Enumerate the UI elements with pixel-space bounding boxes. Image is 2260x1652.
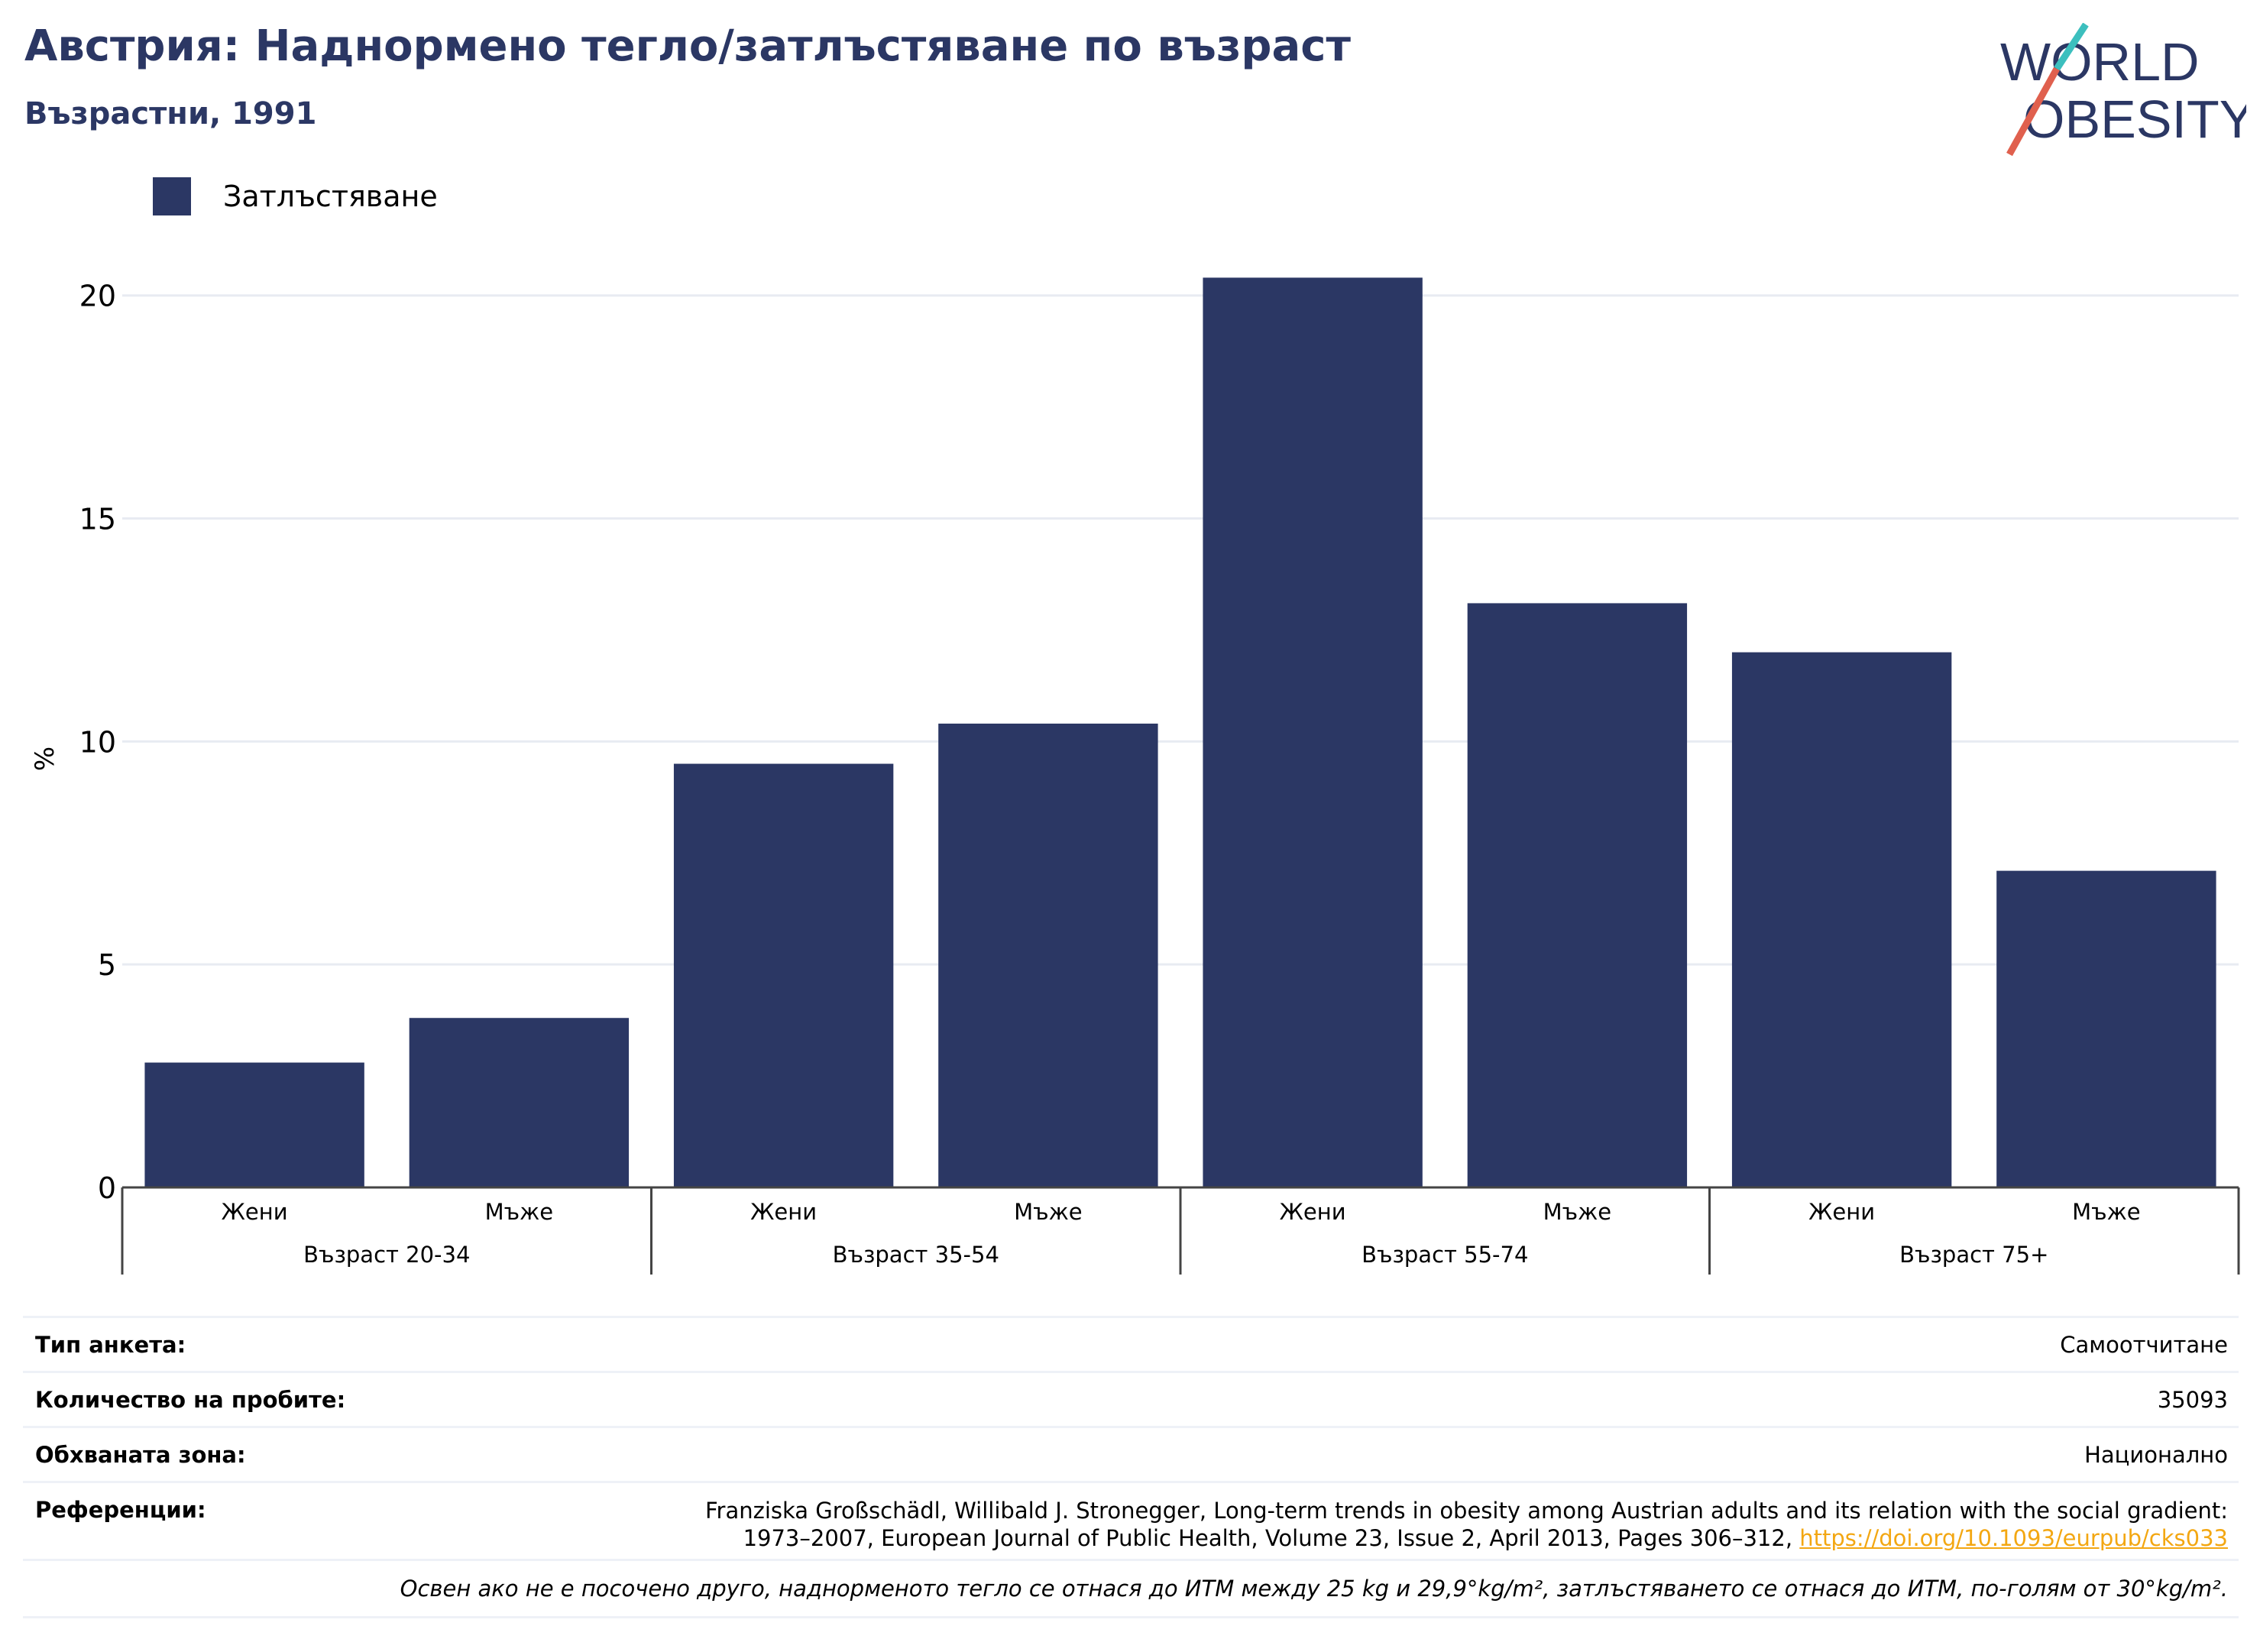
bar <box>1731 652 1952 1187</box>
info-table: Тип анкета: Самоотчитане Количество на п… <box>23 1316 2239 1618</box>
y-axis-title: % <box>30 747 60 771</box>
logo-line2: OBESITY <box>2023 89 2246 149</box>
bar <box>409 1018 630 1187</box>
info-row-references: Референции: Franziska Großschädl, Willib… <box>23 1481 2239 1559</box>
x-tick-label: Жени <box>222 1199 288 1225</box>
bars <box>144 277 2216 1187</box>
axes: 0 5 10 15 20 Жени Мъже Жени Мъже Жени Мъже Жени Мъже… <box>79 280 2240 1275</box>
x-tick-label: Мъже <box>1014 1199 1082 1225</box>
group-label: Възраст 35-54 <box>833 1242 999 1268</box>
legend-label: Затлъстяване <box>223 180 438 213</box>
info-row-area: Обхваната зона: Национално <box>23 1426 2239 1481</box>
world-obesity-logo: WORLD OBESITY <box>2000 23 2246 157</box>
group-label: Възраст 20-34 <box>303 1242 470 1268</box>
bar <box>1203 277 1423 1187</box>
group-label: Възраст 75+ <box>1899 1242 2048 1268</box>
legend-swatch <box>153 177 191 215</box>
y-tick-label: 0 <box>98 1171 116 1205</box>
y-tick-label: 5 <box>98 948 116 982</box>
reference-line2: 1973–2007, European Journal of Public He… <box>743 1525 1793 1551</box>
x-tick-label: Жени <box>750 1199 817 1225</box>
area-value: Национално <box>2084 1441 2228 1468</box>
bar-chart: 0 5 10 15 20 Жени Мъже Жени Мъже Жени Мъже Жени Мъже… <box>30 277 2240 1275</box>
sample-size-label: Количество на пробите: <box>35 1386 346 1413</box>
references-value: Franziska Großschädl, Willibald J. Stron… <box>705 1497 2239 1552</box>
logo-slash-teal <box>2054 23 2089 71</box>
y-tick-label: 20 <box>79 280 116 313</box>
info-row-survey-type: Тип анкета: Самоотчитане <box>23 1316 2239 1371</box>
info-row-note: Освен ако не е посочено друго, наднормен… <box>23 1559 2239 1618</box>
reference-doi-link[interactable]: https://doi.org/10.1093/eurpub/cks033 <box>1799 1525 2228 1551</box>
x-tick-label: Жени <box>1808 1199 1875 1225</box>
survey-type-label: Тип анкета: <box>35 1331 186 1358</box>
bar <box>1467 603 1688 1187</box>
logo-slash-coral <box>2006 66 2060 157</box>
references-label: Референции: <box>35 1497 206 1523</box>
info-row-sample-size: Количество на пробите: 35093 <box>23 1371 2239 1426</box>
y-tick-label: 15 <box>79 503 116 536</box>
logo-line1: WORLD <box>2000 32 2200 92</box>
x-tick-label: Мъже <box>1543 1199 1611 1225</box>
x-tick-label: Мъже <box>2072 1199 2140 1225</box>
page-title: Австрия: Наднормено тегло/затлъстяване п… <box>24 21 1351 71</box>
page-subtitle: Възрастни, 1991 <box>24 96 317 131</box>
x-tick-label: Мъже <box>485 1199 553 1225</box>
definition-note: Освен ако не е посочено друго, наднормен… <box>400 1576 2228 1602</box>
survey-type-value: Самоотчитане <box>2060 1331 2228 1358</box>
bar <box>1996 870 2216 1187</box>
sample-size-value: 35093 <box>2157 1386 2228 1413</box>
bar <box>144 1062 364 1187</box>
bar <box>938 724 1158 1187</box>
y-tick-label: 10 <box>79 725 116 759</box>
area-label: Обхваната зона: <box>35 1441 246 1468</box>
x-tick-label: Жени <box>1280 1199 1346 1225</box>
bar <box>673 763 894 1187</box>
reference-line2-wrap: 1973–2007, European Journal of Public He… <box>705 1524 2228 1552</box>
group-label: Възраст 55-74 <box>1362 1242 1528 1268</box>
reference-line1: Franziska Großschädl, Willibald J. Stron… <box>704 1498 2228 1524</box>
chart-legend[interactable]: Затлъстяване <box>153 177 438 215</box>
